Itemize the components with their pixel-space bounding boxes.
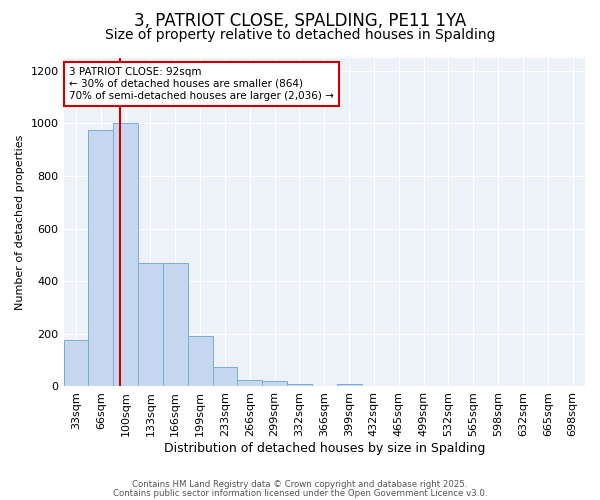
Bar <box>238 380 262 386</box>
Bar <box>64 340 88 386</box>
Text: 3, PATRIOT CLOSE, SPALDING, PE11 1YA: 3, PATRIOT CLOSE, SPALDING, PE11 1YA <box>134 12 466 30</box>
Bar <box>337 384 362 386</box>
Text: Contains HM Land Registry data © Crown copyright and database right 2025.: Contains HM Land Registry data © Crown c… <box>132 480 468 489</box>
Bar <box>287 384 312 386</box>
Text: Contains public sector information licensed under the Open Government Licence v3: Contains public sector information licen… <box>113 489 487 498</box>
Text: Size of property relative to detached houses in Spalding: Size of property relative to detached ho… <box>105 28 495 42</box>
Bar <box>88 130 113 386</box>
X-axis label: Distribution of detached houses by size in Spalding: Distribution of detached houses by size … <box>164 442 485 455</box>
Text: 3 PATRIOT CLOSE: 92sqm
← 30% of detached houses are smaller (864)
70% of semi-de: 3 PATRIOT CLOSE: 92sqm ← 30% of detached… <box>69 68 334 100</box>
Bar <box>163 263 188 386</box>
Bar <box>138 263 163 386</box>
Bar <box>188 336 212 386</box>
Y-axis label: Number of detached properties: Number of detached properties <box>15 134 25 310</box>
Bar <box>113 124 138 386</box>
Bar <box>212 366 238 386</box>
Bar <box>262 381 287 386</box>
